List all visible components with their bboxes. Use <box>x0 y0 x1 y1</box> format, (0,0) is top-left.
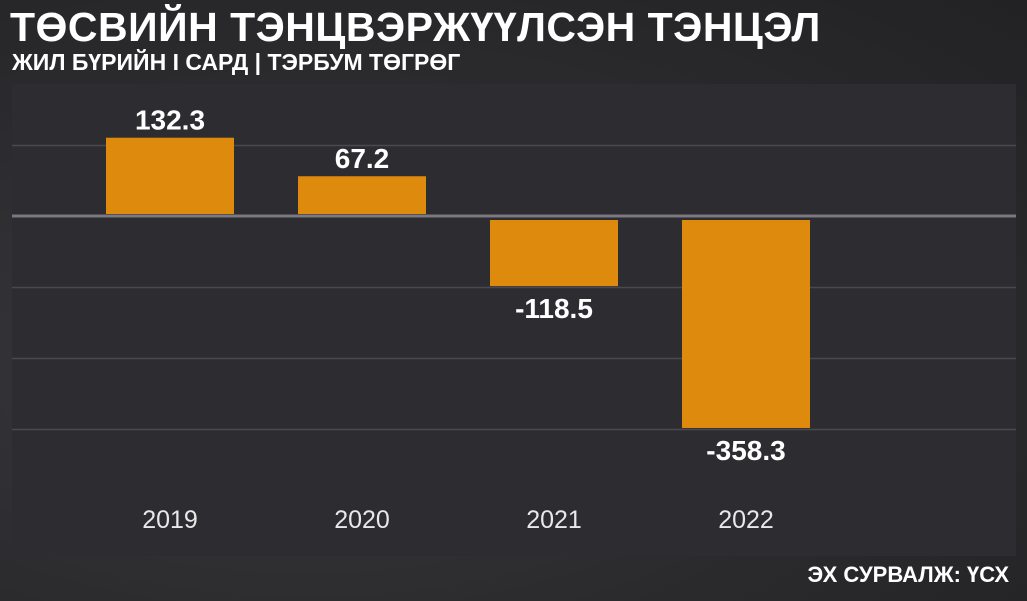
data-label-2020: 67.2 <box>335 143 390 174</box>
data-label-2019: 132.3 <box>135 105 205 136</box>
data-label-2021: -118.5 <box>515 293 593 324</box>
x-tick-label-2021: 2021 <box>526 506 582 534</box>
x-tick-label-2020: 2020 <box>334 506 390 534</box>
source-note: ЭХ СУРВАЛЖ: ҮСХ <box>807 562 1009 587</box>
x-tick-label-2022: 2022 <box>718 506 774 534</box>
x-tick-label-2019: 2019 <box>142 506 198 534</box>
bar-2020 <box>298 176 426 214</box>
bar-2019 <box>106 137 234 214</box>
bar-chart: 132.3 2019 67.2 2020 -118.5 2021 -358.3 2022 <box>12 105 1016 534</box>
chart-panel: 132.3 2019 67.2 2020 -118.5 2021 -358.3 2022 <box>12 84 1016 556</box>
bar-2022 <box>682 220 810 428</box>
data-label-2022: -358.3 <box>706 435 785 466</box>
chart-subtitle: ЖИЛ БҮРИЙН I САРД | ТЭРБУМ ТӨГРӨГ <box>12 49 461 75</box>
bar-2021 <box>490 220 618 287</box>
chart-title: ТӨСВИЙН ТЭНЦВЭРЖҮҮЛСЭН ТЭНЦЭЛ <box>10 4 821 50</box>
